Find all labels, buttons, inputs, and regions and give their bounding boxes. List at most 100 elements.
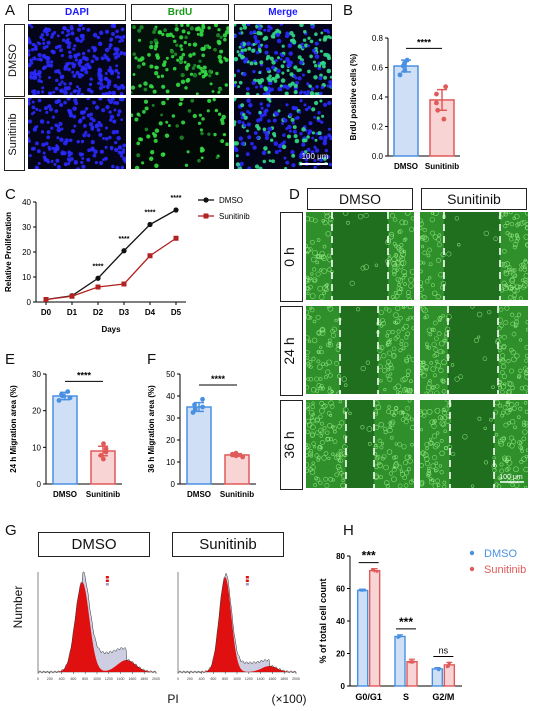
cell xyxy=(435,362,442,369)
cell-nucleus xyxy=(250,141,254,146)
cell xyxy=(507,408,512,413)
cell xyxy=(524,344,528,350)
cell xyxy=(306,247,311,253)
x-tick-label: D4 xyxy=(145,308,156,317)
cell-nucleus xyxy=(51,32,55,37)
cell xyxy=(327,423,333,429)
cell xyxy=(320,430,325,435)
cell xyxy=(513,273,518,278)
cell-nucleus xyxy=(234,146,238,150)
y-tick-label: 10 xyxy=(22,273,31,282)
cell xyxy=(500,370,505,375)
cell xyxy=(380,441,385,446)
cell xyxy=(424,342,429,347)
cell xyxy=(327,253,332,258)
cell xyxy=(428,440,433,446)
cell-nucleus xyxy=(32,111,36,114)
cell xyxy=(317,444,322,449)
cell xyxy=(409,226,414,232)
cell-nucleus xyxy=(256,78,261,83)
cell xyxy=(489,417,493,422)
cell xyxy=(318,294,325,300)
cell-nucleus xyxy=(144,127,149,132)
cell-nucleus xyxy=(59,89,63,93)
cell xyxy=(438,367,444,373)
cell xyxy=(313,483,317,487)
cell xyxy=(341,478,345,483)
cell xyxy=(394,442,398,446)
cell xyxy=(323,451,329,456)
cell-nucleus xyxy=(90,146,95,152)
cell-nucleus xyxy=(142,110,146,114)
cell xyxy=(399,339,404,344)
x-tick-label: Sunitinib xyxy=(220,490,254,499)
cell xyxy=(518,406,523,411)
cell-nucleus xyxy=(213,132,217,137)
cell xyxy=(383,464,389,471)
cell-nucleus xyxy=(175,24,178,27)
cell xyxy=(430,463,436,469)
cell-nucleus xyxy=(137,28,142,33)
cell-nucleus xyxy=(104,126,109,130)
cell-nucleus xyxy=(188,53,193,58)
cell xyxy=(325,231,331,237)
cell xyxy=(427,466,431,471)
histogram-tick-label: 400 xyxy=(199,677,205,681)
cell-nucleus xyxy=(264,50,269,55)
cell xyxy=(507,267,512,272)
cell-nucleus xyxy=(63,64,69,69)
cell xyxy=(307,364,311,368)
cell xyxy=(509,237,514,242)
cell-nucleus xyxy=(87,49,91,53)
cell-nucleus xyxy=(310,150,315,154)
cell xyxy=(521,436,527,442)
bar xyxy=(224,454,250,485)
cell xyxy=(393,263,398,268)
cell-nucleus xyxy=(267,126,272,132)
cell xyxy=(523,385,528,391)
cell xyxy=(519,459,524,464)
cell-nucleus xyxy=(141,161,145,165)
cell xyxy=(421,372,427,379)
cell xyxy=(323,476,328,482)
y-tick-label: 0.2 xyxy=(372,123,384,132)
cell xyxy=(321,404,327,410)
cell xyxy=(429,419,436,426)
cell-nucleus xyxy=(276,68,281,74)
cell-nucleus xyxy=(158,121,163,126)
cell xyxy=(309,431,315,437)
cell xyxy=(394,253,399,257)
cell xyxy=(331,452,335,456)
histogram-tick-label: 1000 xyxy=(233,677,241,681)
cell-nucleus xyxy=(104,136,109,141)
cell-nucleus xyxy=(160,152,166,157)
cell xyxy=(315,314,321,320)
cell-nucleus xyxy=(34,165,40,169)
cell-nucleus xyxy=(199,66,203,71)
cell-nucleus xyxy=(239,54,245,60)
cell-nucleus xyxy=(282,133,286,137)
cell-nucleus xyxy=(328,134,332,138)
cell xyxy=(321,254,326,260)
cell xyxy=(401,269,407,275)
cell xyxy=(501,343,507,349)
cell xyxy=(512,296,517,300)
cell xyxy=(483,426,487,431)
cell-nucleus xyxy=(313,100,319,106)
cell-nucleus xyxy=(44,141,49,146)
cell xyxy=(327,456,331,461)
cell-nucleus xyxy=(136,64,141,69)
data-point xyxy=(359,588,363,592)
cell-nucleus xyxy=(31,43,35,47)
cell-nucleus xyxy=(181,29,186,34)
cell-nucleus xyxy=(60,127,64,131)
cell-nucleus xyxy=(92,100,96,105)
cell-nucleus xyxy=(116,135,121,141)
cell xyxy=(439,420,446,427)
cell-nucleus xyxy=(203,73,207,77)
cell xyxy=(420,235,424,240)
y-tick-label: 0 xyxy=(171,480,176,489)
cell-nucleus xyxy=(30,47,35,52)
cell xyxy=(392,297,397,300)
